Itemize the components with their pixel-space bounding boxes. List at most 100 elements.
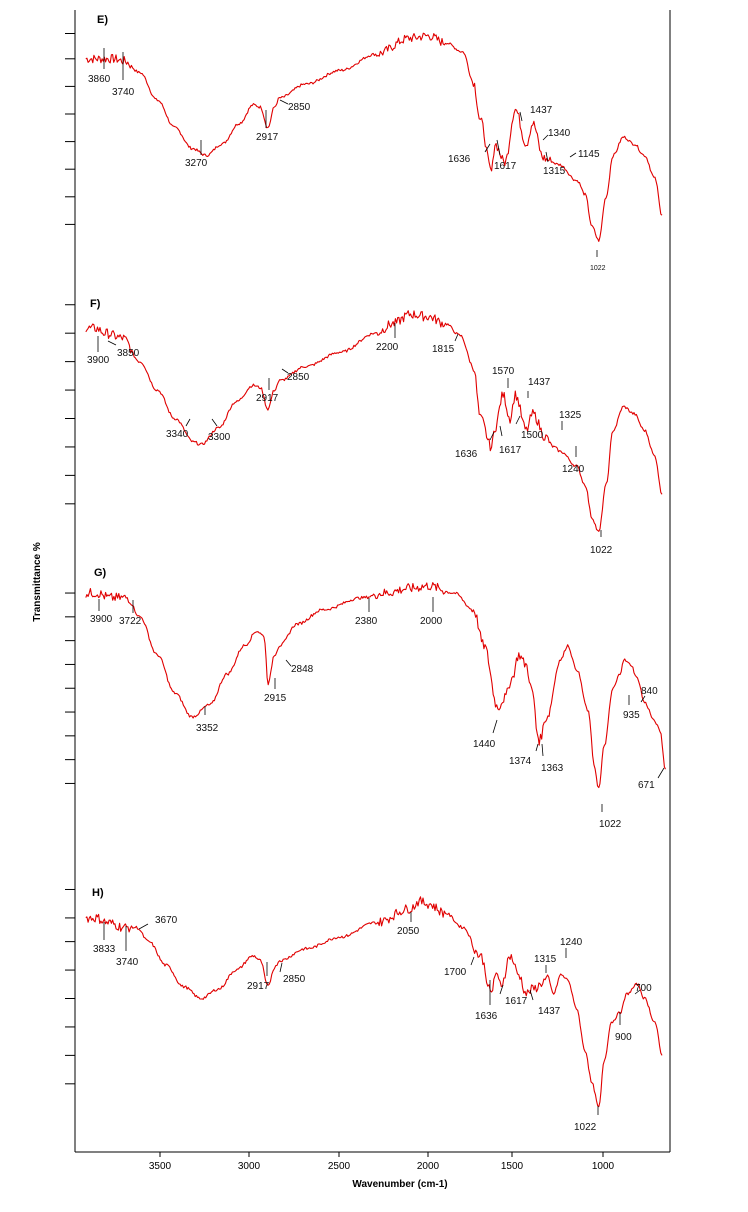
- peak-leader: [541, 743, 544, 757]
- panel-label-e: E): [97, 14, 108, 26]
- y-axis-ticks: [65, 33, 75, 1085]
- peak-label: 1437: [530, 105, 553, 116]
- x-tick-label: 3000: [238, 1161, 261, 1172]
- x-axis-title: Wavenumber (cm-1): [352, 1179, 447, 1190]
- peak-label: 1636: [448, 154, 471, 165]
- peak-leader: [496, 139, 501, 156]
- peak-leader: [211, 418, 218, 427]
- peak-label: 2850: [287, 372, 310, 383]
- x-tick-label: 1000: [592, 1161, 615, 1172]
- peak-label: 1570: [492, 366, 515, 377]
- peak-label: 1363: [541, 763, 564, 774]
- peak-leader: [519, 111, 523, 122]
- peak-label: 1437: [538, 1006, 561, 1017]
- peak-leader: [279, 962, 283, 973]
- peak-label: 3860: [88, 74, 111, 85]
- peak-leader: [470, 956, 475, 966]
- peak-leader: [489, 431, 495, 441]
- panel-label-g: G): [94, 567, 107, 579]
- x-tick-label: 3500: [149, 1161, 172, 1172]
- peak-label: 2050: [397, 926, 420, 937]
- peak-label: 900: [615, 1032, 632, 1043]
- peak-label: 2917: [247, 981, 270, 992]
- peak-label: 3833: [93, 944, 116, 955]
- peak-label: 1315: [543, 166, 566, 177]
- peak-label: 3352: [196, 723, 219, 734]
- peak-label: 3300: [208, 432, 231, 443]
- peak-leader: [545, 151, 549, 163]
- peak-label: 2915: [264, 693, 287, 704]
- peak-leader: [492, 719, 498, 734]
- spectrum-line-f: [85, 310, 663, 532]
- peak-label: 1022: [590, 545, 613, 556]
- spectrum-line-h: [85, 896, 663, 1108]
- x-tick-label: 2500: [328, 1161, 351, 1172]
- spectrum-line-e: [85, 32, 663, 242]
- y-axis-title: Transmittance %: [32, 542, 43, 622]
- peak-label: 1636: [455, 449, 478, 460]
- spectrum-line-g: [85, 582, 666, 789]
- spectra-group: [85, 32, 666, 1108]
- peak-label: 1240: [562, 464, 585, 475]
- peak-label: 3270: [185, 158, 208, 169]
- panel-label-h: H): [92, 887, 104, 899]
- peak-label: 1440: [473, 739, 496, 750]
- peak-label: 1500: [521, 430, 544, 441]
- peak-label: 3670: [155, 915, 178, 926]
- peak-label: 1022: [599, 819, 622, 830]
- peak-label: 2917: [256, 393, 279, 404]
- peak-label: 2848: [291, 664, 314, 675]
- x-axis-ticks: 3500 3000 2500 2000 1500 1000: [149, 1152, 615, 1172]
- peak-label: 671: [638, 780, 655, 791]
- panel-e-peak-labels: 3860 3740 3270 2917 2850 1636 1617 1437 …: [88, 48, 606, 272]
- peak-label: 1022: [574, 1122, 597, 1133]
- peak-label: 1617: [505, 996, 528, 1007]
- peak-leader: [542, 134, 549, 141]
- peak-label: 3722: [119, 616, 142, 627]
- peak-leader: [285, 659, 292, 667]
- peak-leader: [657, 767, 665, 779]
- peak-leader: [185, 418, 191, 427]
- peak-leader: [454, 333, 459, 342]
- peak-label: 935: [623, 710, 640, 721]
- peak-leader: [281, 368, 289, 374]
- peak-label: 1145: [578, 149, 600, 160]
- peak-label: 3340: [166, 429, 189, 440]
- peak-label: 2000: [420, 616, 443, 627]
- peak-label: 1700: [444, 967, 467, 978]
- peak-label: 2380: [355, 616, 378, 627]
- peak-label: 3740: [116, 957, 139, 968]
- peak-label: 3900: [87, 355, 110, 366]
- panel-g-peak-labels: 3900 3722 3352 2915 2848 2380 2000 1440 …: [90, 597, 665, 830]
- peak-leader: [499, 425, 503, 437]
- peak-label: 1315: [534, 954, 557, 965]
- peak-leader: [640, 695, 646, 703]
- peak-leader: [107, 340, 117, 346]
- peak-leader: [499, 984, 504, 995]
- panel-f-peak-labels: 3900 3850 3340 3300 2917 2850 2200 1815 …: [87, 323, 613, 556]
- peak-label: 1617: [494, 161, 517, 172]
- peak-leader: [138, 923, 149, 930]
- peak-label: 1617: [499, 445, 522, 456]
- peak-label: 1815: [432, 344, 455, 355]
- peak-label: 1022: [590, 265, 606, 272]
- x-tick-label: 1500: [501, 1161, 524, 1172]
- peak-label: 3900: [90, 614, 113, 625]
- panel-label-f: F): [90, 298, 101, 310]
- peak-leader: [279, 99, 289, 105]
- peak-label: 3850: [117, 348, 140, 359]
- peak-leader: [484, 143, 491, 153]
- peak-label: 1374: [509, 756, 532, 767]
- peak-label: 1340: [548, 128, 571, 139]
- peak-label: 1240: [560, 937, 583, 948]
- peak-leader: [569, 152, 577, 158]
- x-tick-label: 2000: [417, 1161, 440, 1172]
- peak-label: 1636: [475, 1011, 498, 1022]
- peak-label: 840: [641, 686, 658, 697]
- peak-leader: [529, 989, 534, 1001]
- peak-label: 2917: [256, 132, 279, 143]
- peak-label: 2200: [376, 342, 399, 353]
- panel-h-peak-labels: 3833 3740 3670 2917 2850 2050 1700 1636 …: [93, 912, 652, 1133]
- peak-leader: [515, 415, 521, 425]
